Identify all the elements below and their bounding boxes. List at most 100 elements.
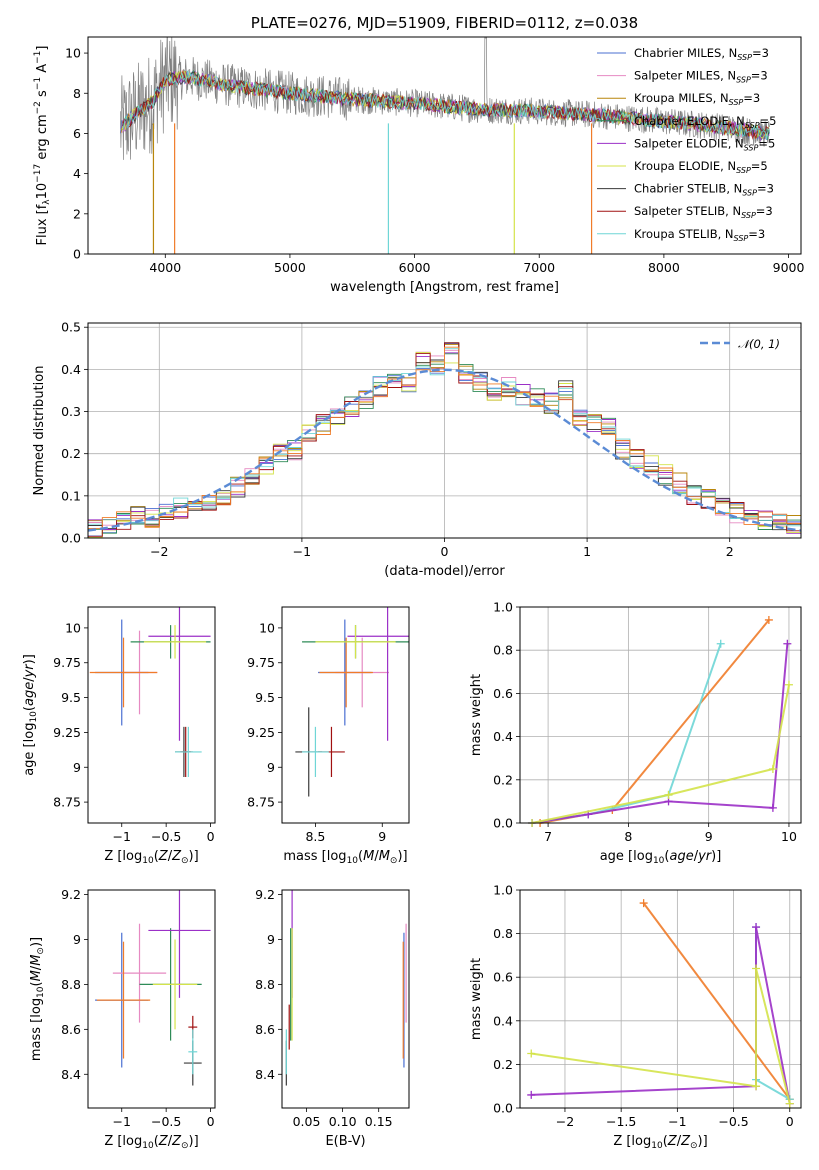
y-tick-label: 8.75 (247, 795, 275, 810)
x-tick-label: −1 (668, 1114, 686, 1129)
age-vs-mass-axes: 8.5 9 8.75 9 9.25 9.5 9.75 10 mass [log10(M/M⊙)] (247, 620, 407, 866)
y-tick-label: 10 (259, 620, 275, 635)
x-tick-label: 0 (207, 829, 215, 844)
x-axis-label: Z [log10(Z/Z⊙)] (104, 849, 198, 866)
y-axis-label: age [log10(age/yr)] (22, 654, 39, 776)
mass-weight-marker (785, 1099, 794, 1108)
y-tick-label: 2 (73, 206, 81, 221)
y-tick-label: 0.2 (493, 1057, 513, 1072)
mass-weight-marker (664, 790, 673, 799)
y-tick-label: 0.6 (493, 686, 513, 701)
chart-title: PLATE=0276, MJD=51909, FIBERID=0112, z=0… (251, 14, 638, 32)
mass-weight-line (531, 968, 791, 1104)
spectrum-frame (87, 36, 802, 255)
legend-label: Salpeter MILES, NSSP=3 (634, 69, 768, 85)
legend-label: Kroupa MILES, NSSP=3 (634, 91, 760, 107)
x-tick-label: −1.5 (606, 1114, 636, 1129)
y-tick-label: 8.75 (53, 795, 81, 810)
mass-weight-line (531, 926, 791, 1104)
y-tick-label: 9.2 (255, 887, 275, 902)
x-tick-label: −2 (150, 544, 168, 559)
mass-weight-marker (752, 1082, 761, 1091)
x-tick-label: 10 (781, 829, 797, 844)
spectrum-legend: Chabrier MILES, NSSP=3 Salpeter MILES, NS… (597, 46, 776, 243)
y-tick-label: 9 (267, 932, 275, 947)
y-tick-label: 8.8 (61, 977, 81, 992)
x-axis-label: wavelength [Angstrom, rest frame] (330, 280, 559, 295)
mass-weight-marker (716, 639, 725, 648)
y-tick-label: 10 (65, 620, 81, 635)
mass-weight-marker (764, 615, 773, 624)
y-tick-label: 0.4 (493, 729, 513, 744)
spectrum-axes: 4000 5000 6000 7000 8000 9000 0 2 4 6 8 10 wavelengt… (33, 46, 804, 296)
x-tick-label: 8000 (648, 260, 680, 275)
y-tick-label: 8 (73, 86, 81, 101)
y-tick-label: 4 (73, 166, 81, 181)
y-tick-label: 9.25 (247, 725, 275, 740)
y-tick-label: 9.75 (247, 655, 275, 670)
y-tick-label: 0.1 (61, 488, 81, 503)
mass-vs-ebv-axes: 0.05 0.10 0.15 8.4 8.6 8.8 9 9.2 E(B-V) (255, 887, 393, 1149)
y-tick-label: 9.75 (53, 655, 81, 670)
x-tick-label: −1 (113, 829, 131, 844)
mass-weight-marker (768, 803, 777, 812)
x-tick-label: 4000 (149, 260, 181, 275)
y-tick-label: 1.0 (493, 600, 513, 615)
y-tick-label: 9.2 (61, 887, 81, 902)
x-tick-label: 0 (207, 1114, 215, 1129)
y-tick-label: 10 (65, 46, 81, 61)
mass-vs-ebv-frame (281, 889, 410, 1109)
x-tick-label: −0.5 (151, 829, 181, 844)
x-tick-label: 0.10 (329, 1114, 357, 1129)
x-tick-label: −0.5 (718, 1114, 748, 1129)
massweight-vs-age-frame (519, 606, 802, 824)
y-tick-label: 0.5 (61, 320, 81, 335)
legend-label: Salpeter STELIB, NSSP=3 (634, 204, 773, 220)
y-tick-label: 0.3 (61, 404, 81, 419)
legend-label: 𝒩(0, 1) (738, 337, 780, 351)
legend-label: Kroupa ELODIE, NSSP=5 (634, 159, 768, 175)
x-tick-label: 0 (786, 1114, 794, 1129)
y-tick-label: 9 (267, 760, 275, 775)
y-axis-label: Normed distribution (32, 366, 47, 496)
legend-label: Chabrier ELODIE, NSSP=5 (634, 114, 776, 130)
y-tick-label: 8.8 (255, 977, 275, 992)
x-tick-label: 7000 (523, 260, 555, 275)
y-tick-label: 1.0 (493, 883, 513, 898)
y-tick-label: 0.0 (493, 816, 513, 831)
y-tick-label: 9.25 (53, 725, 81, 740)
mass-weight-marker (639, 899, 648, 908)
mass-weight-marker (784, 680, 793, 689)
mass-vs-Z-frame (87, 889, 216, 1109)
y-tick-label: 8.6 (255, 1022, 275, 1037)
residuals-axes: −2 −1 0 1 2 0.0 0.1 0.2 0.3 0.4 0.5 (data-model)/er… (32, 320, 801, 579)
x-tick-label: −1 (113, 1114, 131, 1129)
y-tick-label: 0.4 (493, 1013, 513, 1028)
x-axis-label: Z [log10(Z/Z⊙)] (104, 1134, 198, 1151)
y-axis-label: mass weight (469, 674, 484, 756)
y-tick-label: 0.4 (61, 362, 81, 377)
y-tick-label: 0.8 (493, 926, 513, 941)
age-vs-Z-axes: −1 −0.5 0 8.75 9 9.25 9.5 9.75 10 Z [log10(Z/Z⊙)]… (22, 620, 215, 866)
x-tick-label: 1 (583, 544, 591, 559)
x-axis-label: E(B-V) (325, 1134, 365, 1149)
x-tick-label: 2 (726, 544, 734, 559)
age-vs-mass-frame (281, 606, 410, 824)
x-tick-label: 8 (624, 829, 632, 844)
y-tick-label: 6 (73, 126, 81, 141)
y-tick-label: 0.2 (61, 446, 81, 461)
x-axis-label: mass [log10(M/M⊙)] (283, 849, 407, 866)
y-tick-label: 9 (73, 760, 81, 775)
x-tick-label: 8.5 (305, 829, 325, 844)
mass-weight-marker (783, 639, 792, 648)
y-tick-label: 0.8 (493, 643, 513, 658)
mass-weight-line (642, 902, 791, 1100)
residuals-frame (87, 322, 802, 539)
y-tick-label: 9 (73, 932, 81, 947)
x-tick-label: 6000 (399, 260, 431, 275)
y-tick-label: 0 (73, 247, 81, 262)
x-tick-label: −0.5 (151, 1114, 181, 1129)
y-tick-label: 8.4 (255, 1067, 275, 1082)
y-tick-label: 8.4 (61, 1067, 81, 1082)
massweight-vs-Z-axes: −2 −1.5 −1 −0.5 0 0.0 0.2 0.4 0.6 0.8 1.0 Z [log10(… (469, 883, 801, 1151)
